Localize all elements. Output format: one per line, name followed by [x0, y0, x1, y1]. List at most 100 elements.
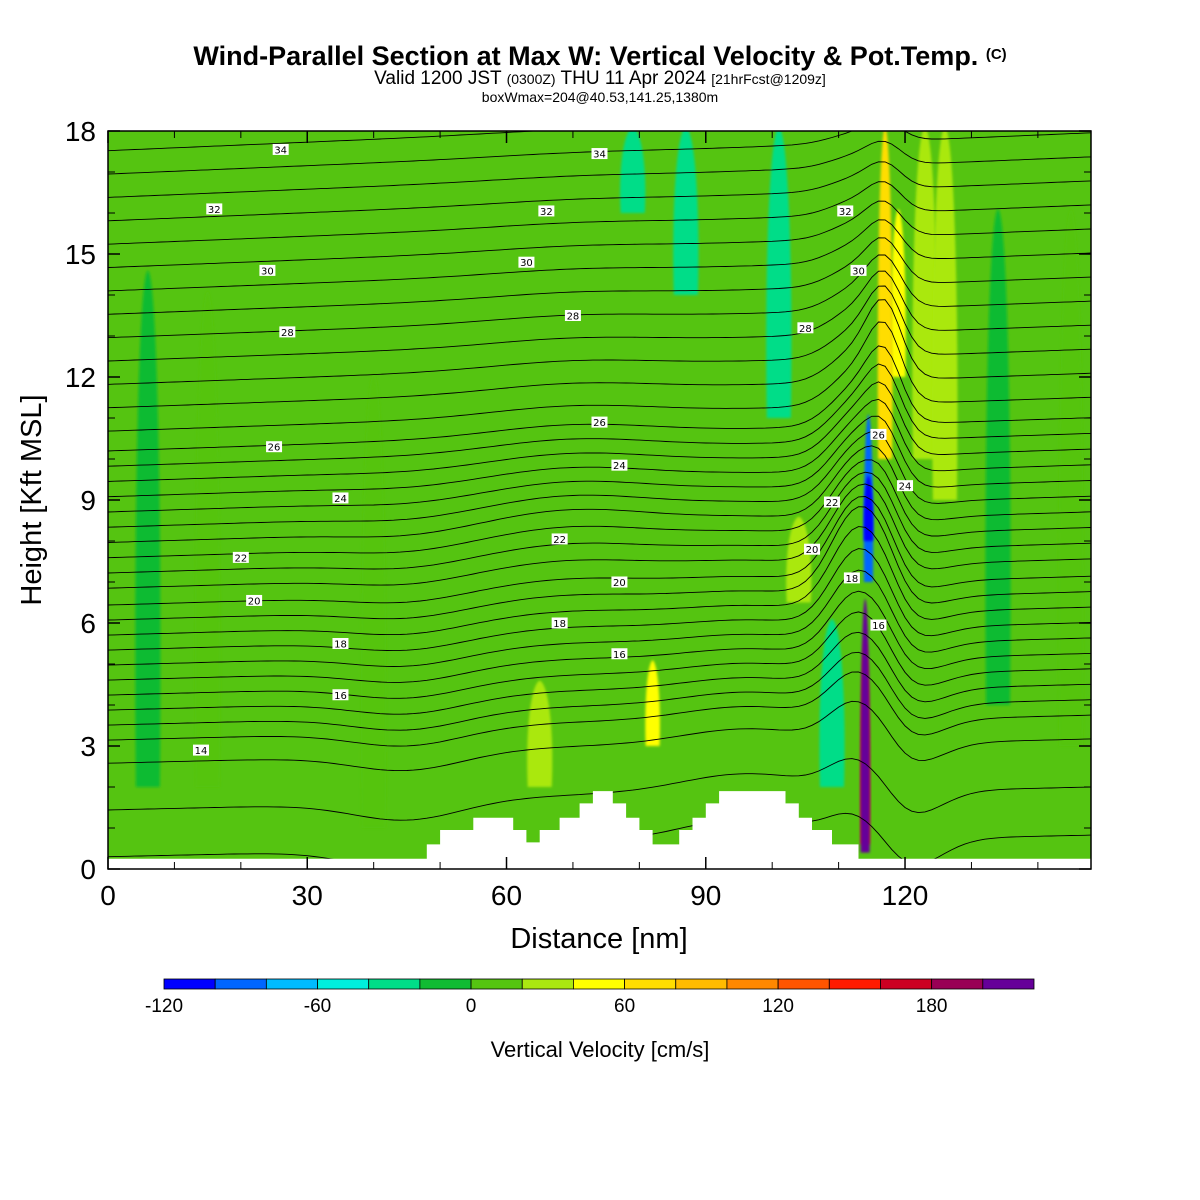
- theta-contour-line: [108, 459, 1091, 559]
- copyright-mark: (C): [985, 46, 1007, 63]
- colorbar-tick-label: -60: [304, 996, 331, 1017]
- theta-contour-line: [108, 611, 1091, 699]
- y-tick-label: 15: [65, 239, 96, 270]
- contour-label: 34: [272, 143, 289, 156]
- contour-label-bg: [332, 689, 349, 701]
- contour-label: 16: [870, 619, 887, 632]
- forecast-info: [21hrFcst@1209z]: [711, 71, 826, 87]
- velocity-cell: [361, 373, 387, 828]
- contour-label-text: 28: [799, 324, 812, 335]
- contour-label-text: 30: [261, 266, 274, 277]
- theta-contour-line: [108, 270, 1091, 362]
- colorbar-swatch: [828, 978, 881, 990]
- contour-label-bg: [518, 256, 535, 268]
- contour-label: 22: [823, 496, 840, 509]
- contour-label-bg: [611, 576, 628, 588]
- axes: 0 30 60 90 120 0 3 6 9 12 15 18: [65, 116, 1091, 911]
- colorbar-swatch: [931, 978, 984, 990]
- contour-label: 22: [551, 533, 568, 546]
- theta-contour-line: [108, 569, 1091, 667]
- theta-contour-line: [108, 161, 1091, 222]
- colorbar-tick-label: 0: [466, 996, 477, 1017]
- contour-label-bg: [897, 480, 914, 492]
- velocity-cell: [527, 680, 553, 787]
- colorbar-swatch: [214, 978, 267, 990]
- colorbar-swatch: [521, 978, 574, 990]
- contour-label-bg: [332, 492, 349, 504]
- theta-contour-line: [108, 321, 1091, 432]
- contour-label-bg: [259, 264, 276, 276]
- theta-contour-line: [108, 506, 1091, 621]
- contour-labels: 34 34 32 32 32 30 30 30 28 28 28 26 26 26 24 24 24 22 22 22…: [192, 143, 914, 757]
- contour-label-bg: [564, 310, 581, 321]
- contour-label: 28: [279, 326, 296, 339]
- theta-contour-line: [108, 631, 1091, 715]
- contour-label-bg: [332, 638, 349, 649]
- terrain-fill: [108, 791, 1091, 869]
- theta-contour-line: [108, 398, 1091, 498]
- contour-label: 24: [332, 492, 349, 505]
- contour-label-text: 26: [268, 443, 281, 454]
- valid-prefix: Valid 1200 JST: [374, 68, 502, 89]
- colorbar-swatch: [163, 978, 216, 990]
- colorbar-label: Vertical Velocity [cm/s]: [491, 1037, 710, 1062]
- theta-contour-line: [108, 651, 1091, 731]
- contour-label: 34: [591, 148, 608, 161]
- contour-label-text: 20: [806, 545, 819, 556]
- contour-label-text: 22: [234, 553, 247, 564]
- contour-label: 24: [897, 480, 914, 493]
- x-tick-label: 60: [491, 880, 522, 911]
- contour-label: 32: [538, 205, 555, 218]
- colorbar-swatch: [982, 978, 1035, 990]
- contour-label-bg: [266, 441, 283, 453]
- x-axis-label: Distance [nm]: [510, 923, 687, 955]
- chart-subtitle: Valid 1200 JST (0300Z) THU 11 Apr 2024 […: [0, 69, 1200, 89]
- contour-label-text: 26: [593, 418, 606, 429]
- velocity-cell: [620, 131, 646, 213]
- contour-label-bg: [246, 594, 263, 606]
- contour-label: 32: [206, 203, 223, 216]
- contour-label-bg: [551, 533, 568, 545]
- velocity-cell: [673, 131, 699, 295]
- contour-label-bg: [843, 572, 860, 584]
- contour-label-bg: [591, 148, 608, 160]
- theta-contour-line: [108, 471, 1091, 574]
- contour-label-text: 18: [553, 619, 566, 630]
- contour-label: 20: [804, 543, 821, 556]
- valid-utc: (0300Z): [506, 71, 556, 87]
- vertical-velocity-field: [108, 131, 1091, 869]
- contour-label-text: 22: [553, 535, 566, 546]
- contour-label-text: 18: [334, 640, 347, 651]
- colorbar-swatch: [726, 978, 779, 990]
- velocity-cell: [932, 131, 958, 500]
- title-main-text: Wind-Parallel Section at Max W: Vertical…: [193, 41, 979, 71]
- contour-label-text: 22: [826, 498, 839, 509]
- y-tick-label: 9: [80, 485, 96, 516]
- x-tick-label: 120: [882, 880, 929, 911]
- contour-label-text: 28: [567, 312, 580, 323]
- contour-label: 26: [266, 441, 283, 454]
- velocity-cell: [863, 475, 874, 541]
- contour-label-bg: [823, 496, 840, 508]
- theta-contour-line: [108, 299, 1091, 409]
- contour-label-bg: [591, 416, 608, 428]
- contour-label: 28: [564, 310, 581, 323]
- x-tick-label: 90: [690, 880, 721, 911]
- contour-label: 20: [611, 576, 628, 589]
- contour-label-bg: [192, 744, 209, 756]
- theta-contour-line: [108, 496, 1091, 606]
- contour-label: 30: [518, 256, 535, 269]
- theta-contour-line: [108, 111, 1091, 128]
- contour-label-text: 24: [899, 482, 912, 493]
- colorbar-swatch: [317, 978, 370, 990]
- contour-label-text: 24: [334, 494, 347, 505]
- contour-label-text: 26: [872, 430, 885, 441]
- contour-label: 28: [797, 322, 814, 335]
- theta-contour-line: [108, 200, 1091, 268]
- velocity-cell: [877, 131, 893, 459]
- contour-label-bg: [272, 143, 289, 155]
- theta-contour-line: [108, 430, 1091, 528]
- contour-label: 16: [332, 689, 349, 702]
- contour-label: 18: [332, 638, 349, 651]
